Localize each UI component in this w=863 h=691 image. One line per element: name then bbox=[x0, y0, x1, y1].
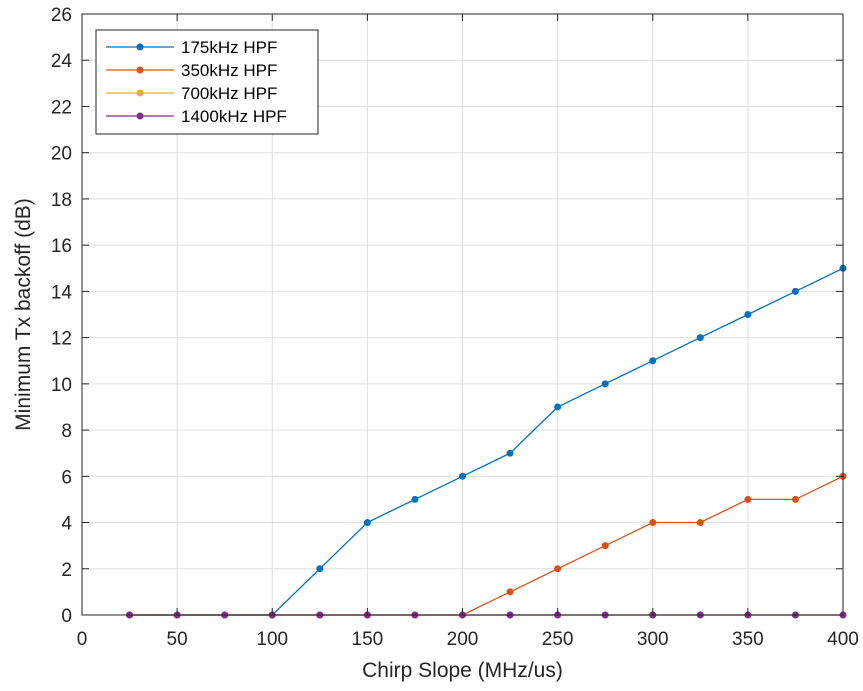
data-point bbox=[459, 473, 466, 480]
y-tick-label: 12 bbox=[51, 329, 72, 350]
data-point bbox=[507, 450, 514, 457]
data-point bbox=[554, 565, 561, 572]
y-tick-label: 26 bbox=[51, 5, 72, 26]
data-point bbox=[792, 496, 799, 503]
y-tick-label: 4 bbox=[61, 514, 72, 535]
y-axis-label: Minimum Tx backoff (dB) bbox=[12, 198, 35, 431]
data-point bbox=[507, 588, 514, 595]
data-point bbox=[697, 519, 704, 526]
x-tick-label: 50 bbox=[167, 629, 188, 650]
legend-label: 1400kHz HPF bbox=[181, 107, 287, 126]
y-tick-label: 0 bbox=[61, 606, 72, 627]
y-tick-label: 10 bbox=[51, 375, 72, 396]
y-tick-label: 14 bbox=[51, 282, 73, 303]
data-point bbox=[316, 565, 323, 572]
x-tick-label: 400 bbox=[827, 629, 859, 650]
legend-label: 350kHz HPF bbox=[181, 61, 277, 80]
x-tick-label: 150 bbox=[352, 629, 384, 650]
x-tick-label: 300 bbox=[637, 629, 669, 650]
y-tick-label: 16 bbox=[51, 236, 72, 257]
y-tick-label: 24 bbox=[51, 51, 73, 72]
data-point bbox=[602, 542, 609, 549]
data-point bbox=[792, 288, 799, 295]
x-tick-label: 200 bbox=[447, 629, 479, 650]
data-point bbox=[602, 380, 609, 387]
x-tick-label: 100 bbox=[256, 629, 288, 650]
data-point bbox=[744, 496, 751, 503]
data-point bbox=[744, 311, 751, 318]
legend: 175kHz HPF 350kHz HPF 700kHz HPF 1400kHz HP… bbox=[96, 30, 318, 134]
y-tick-label: 2 bbox=[61, 560, 72, 581]
data-point bbox=[364, 519, 371, 526]
y-tick-label: 20 bbox=[51, 144, 72, 165]
legend-marker bbox=[137, 44, 144, 51]
data-point bbox=[697, 334, 704, 341]
legend-marker bbox=[137, 90, 144, 97]
y-tick-label: 6 bbox=[61, 467, 72, 488]
legend-label: 175kHz HPF bbox=[181, 38, 277, 57]
x-tick-label: 350 bbox=[732, 629, 764, 650]
data-point bbox=[411, 496, 418, 503]
legend-marker bbox=[137, 67, 144, 74]
y-tick-label: 18 bbox=[51, 190, 72, 211]
y-tick-label: 8 bbox=[61, 421, 72, 442]
y-tick-label: 22 bbox=[51, 97, 72, 118]
legend-label: 700kHz HPF bbox=[181, 84, 277, 103]
x-tick-label: 0 bbox=[77, 629, 88, 650]
data-point bbox=[554, 403, 561, 410]
data-point bbox=[649, 357, 656, 364]
x-axis-label: Chirp Slope (MHz/us) bbox=[362, 659, 563, 682]
x-tick-label: 250 bbox=[542, 629, 574, 650]
data-point bbox=[649, 519, 656, 526]
legend-marker bbox=[137, 113, 144, 120]
